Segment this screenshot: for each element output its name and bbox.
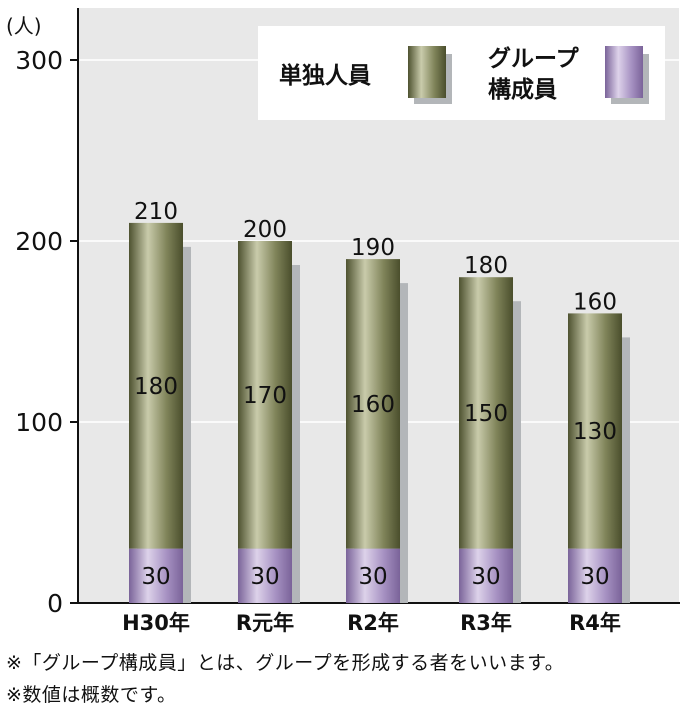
y-tick-label: 100 <box>15 408 63 437</box>
group-value-label: 30 <box>580 564 609 590</box>
footnote-approximate: ※数値は概数です。 <box>6 684 177 706</box>
legend-label-solo: 単独人員 <box>279 62 371 89</box>
legend-label-group-line1: グループ <box>488 45 580 72</box>
total-label: 210 <box>134 199 178 225</box>
x-tick-labels: H30年 R元年 R2年 R3年 R4年 <box>122 611 621 635</box>
y-tick-labels: 0 100 200 300 <box>15 46 78 618</box>
legend-swatch-solo <box>408 46 446 98</box>
bar-solo <box>238 241 292 549</box>
x-tick-label: R3年 <box>460 611 512 635</box>
total-label: 160 <box>573 289 617 315</box>
stacked-bar-chart: (人) 0 100 200 300 210 180 30 200 170 30 190 160 30 1… <box>6 8 680 635</box>
bar-group <box>568 548 622 603</box>
total-label: 190 <box>351 235 395 261</box>
solo-value-label: 130 <box>573 419 617 445</box>
x-tick-label: R元年 <box>236 611 294 635</box>
bar-group <box>238 548 292 603</box>
footnote-definition: ※「グループ構成員」とは、グループを形成する者をいいます。 <box>6 652 565 674</box>
y-tick-label: 200 <box>15 227 63 256</box>
bars: 210 180 30 200 170 30 190 160 30 180 150 30 160 130 30 <box>129 199 630 603</box>
x-tick-label: H30年 <box>122 611 190 635</box>
bar-solo <box>568 313 622 549</box>
legend: 単独人員 グループ 構成員 <box>258 26 665 120</box>
bar-group <box>129 548 183 603</box>
y-tick-label: 300 <box>15 46 63 75</box>
solo-value-label: 180 <box>134 374 178 400</box>
group-value-label: 30 <box>471 564 500 590</box>
y-tick-label: 0 <box>47 589 63 618</box>
x-tick-label: R2年 <box>347 611 399 635</box>
legend-box <box>258 26 665 120</box>
group-value-label: 30 <box>250 564 279 590</box>
solo-value-label: 150 <box>464 401 508 427</box>
legend-swatch-group <box>605 46 643 98</box>
group-value-label: 30 <box>141 564 170 590</box>
y-axis-unit: (人) <box>6 14 42 38</box>
x-tick-label: R4年 <box>569 611 621 635</box>
bar-solo <box>129 222 183 549</box>
total-label: 200 <box>243 217 287 243</box>
solo-value-label: 170 <box>243 383 287 409</box>
bar-solo <box>459 277 513 549</box>
group-value-label: 30 <box>358 564 387 590</box>
bar-solo <box>346 259 400 549</box>
total-label: 180 <box>464 253 508 279</box>
solo-value-label: 160 <box>351 392 395 418</box>
bar-group <box>346 548 400 603</box>
bar-group <box>459 548 513 603</box>
legend-label-group-line2: 構成員 <box>488 77 557 103</box>
